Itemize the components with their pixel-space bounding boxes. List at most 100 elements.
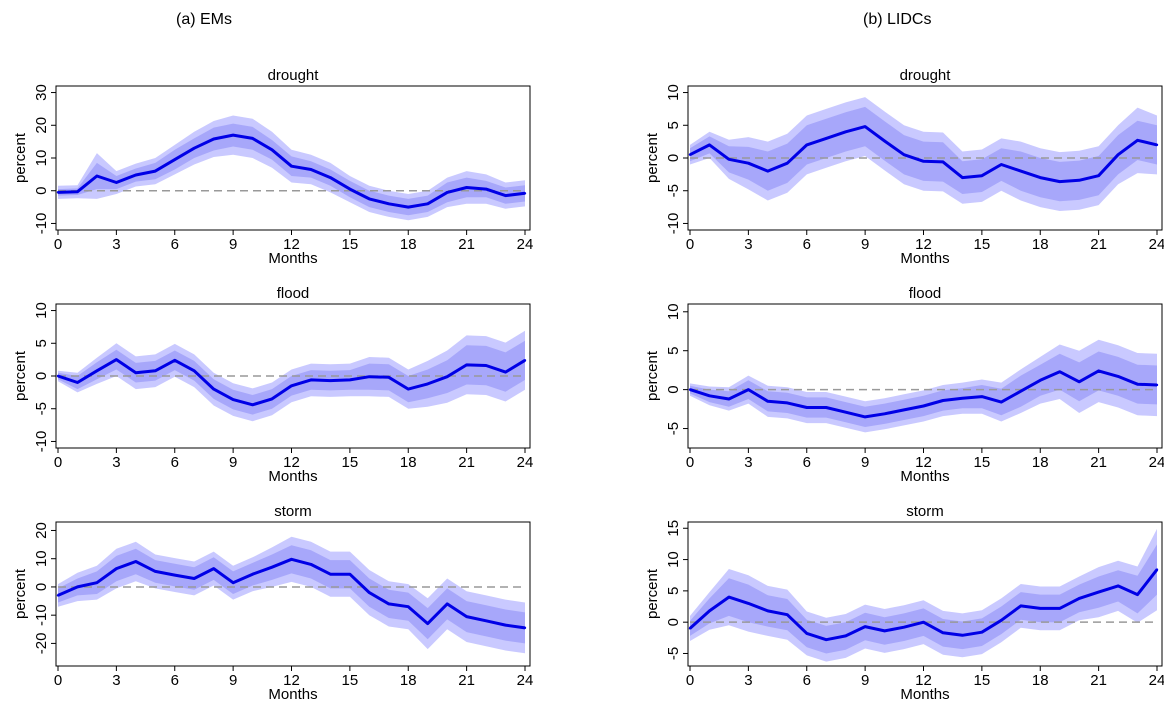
data-point	[484, 619, 488, 623]
x-tick-label: 9	[229, 672, 237, 689]
x-tick-label: 21	[458, 672, 475, 689]
panel-title: storm	[906, 503, 944, 520]
x-tick-label: 24	[517, 672, 534, 689]
x-tick-label: 3	[744, 672, 752, 689]
data-point	[445, 375, 449, 378]
data-point	[465, 615, 468, 618]
data-point	[727, 595, 731, 599]
data-point	[407, 387, 410, 391]
data-point	[231, 581, 235, 584]
x-tick-label: 15	[342, 672, 359, 689]
data-point	[193, 146, 196, 150]
data-point	[708, 143, 711, 147]
y-tick-label: -5	[665, 422, 682, 435]
column-title-ems: (a) EMs	[176, 11, 232, 28]
x-tick-label: 21	[1090, 236, 1107, 253]
panel-title: flood	[277, 285, 310, 302]
panel-title: storm	[274, 503, 312, 520]
data-point	[368, 197, 371, 201]
data-point	[825, 638, 828, 641]
x-axis-label: Months	[268, 686, 317, 703]
data-point	[387, 602, 390, 606]
x-tick-label: 0	[686, 236, 694, 253]
data-point	[56, 594, 60, 597]
x-tick-label: 15	[974, 672, 991, 689]
data-point	[523, 626, 527, 630]
data-point	[688, 627, 692, 630]
data-point	[95, 369, 99, 372]
data-point	[368, 375, 371, 378]
x-axis-label: Months	[900, 250, 949, 267]
x-tick-label: 6	[171, 236, 179, 253]
data-point	[980, 395, 984, 398]
data-point	[863, 625, 867, 628]
y-tick-label: 0	[33, 372, 50, 380]
data-point	[863, 415, 867, 419]
data-point	[980, 174, 984, 177]
x-tick-label: 12	[283, 454, 300, 471]
data-point	[212, 137, 215, 141]
data-point	[76, 381, 79, 384]
y-axis-label: percent	[644, 132, 661, 183]
data-point	[95, 581, 99, 584]
data-point	[348, 187, 352, 191]
data-point	[445, 602, 449, 606]
y-axis-label: percent	[12, 568, 29, 619]
x-tick-label: 0	[686, 672, 694, 689]
x-tick-label: 12	[283, 236, 300, 253]
y-tick-label: 10	[33, 302, 50, 319]
data-point	[1136, 382, 1139, 386]
data-point	[231, 133, 235, 137]
x-tick-label: 9	[861, 236, 869, 253]
data-point	[961, 176, 964, 179]
data-point	[348, 378, 352, 382]
data-point	[484, 364, 488, 367]
data-point	[1000, 619, 1003, 622]
column-title-lidcs: (b) LIDCs	[863, 11, 932, 28]
x-tick-label: 6	[803, 454, 811, 471]
data-point	[212, 387, 215, 391]
data-point	[844, 130, 847, 134]
data-point	[805, 632, 808, 635]
x-tick-label: 18	[1032, 236, 1049, 253]
x-tick-label: 6	[803, 236, 811, 253]
data-point	[902, 625, 906, 629]
data-point	[1019, 604, 1022, 608]
data-point	[1000, 163, 1003, 166]
data-point	[922, 160, 925, 163]
x-tick-label: 6	[171, 454, 179, 471]
data-point	[212, 567, 215, 570]
confidence-band-1	[58, 545, 525, 644]
data-point	[115, 358, 118, 361]
data-point	[883, 139, 886, 143]
data-point	[727, 158, 731, 161]
y-tick-label: -20	[33, 633, 50, 655]
data-point	[844, 410, 847, 414]
x-tick-label: 24	[1149, 236, 1164, 253]
data-point	[1039, 379, 1042, 382]
data-point	[231, 398, 235, 401]
data-point	[922, 404, 925, 408]
data-point	[154, 369, 157, 372]
data-point	[747, 162, 750, 165]
data-point	[708, 609, 711, 613]
data-point	[309, 563, 313, 566]
x-tick-label: 24	[517, 236, 534, 253]
y-tick-label: -5	[33, 402, 50, 415]
data-point	[1097, 369, 1100, 373]
data-point	[368, 591, 371, 594]
data-point	[1136, 139, 1139, 142]
data-point	[805, 143, 808, 147]
data-point	[786, 401, 789, 405]
y-tick-label: 5	[665, 121, 682, 129]
data-point	[1155, 143, 1159, 147]
data-point	[727, 397, 731, 401]
data-point	[825, 137, 828, 140]
data-point	[1019, 389, 1022, 393]
x-tick-label: 0	[54, 236, 62, 253]
data-point	[786, 162, 789, 165]
data-point	[922, 620, 925, 624]
data-point	[805, 406, 808, 409]
y-axis-label: percent	[644, 350, 661, 401]
